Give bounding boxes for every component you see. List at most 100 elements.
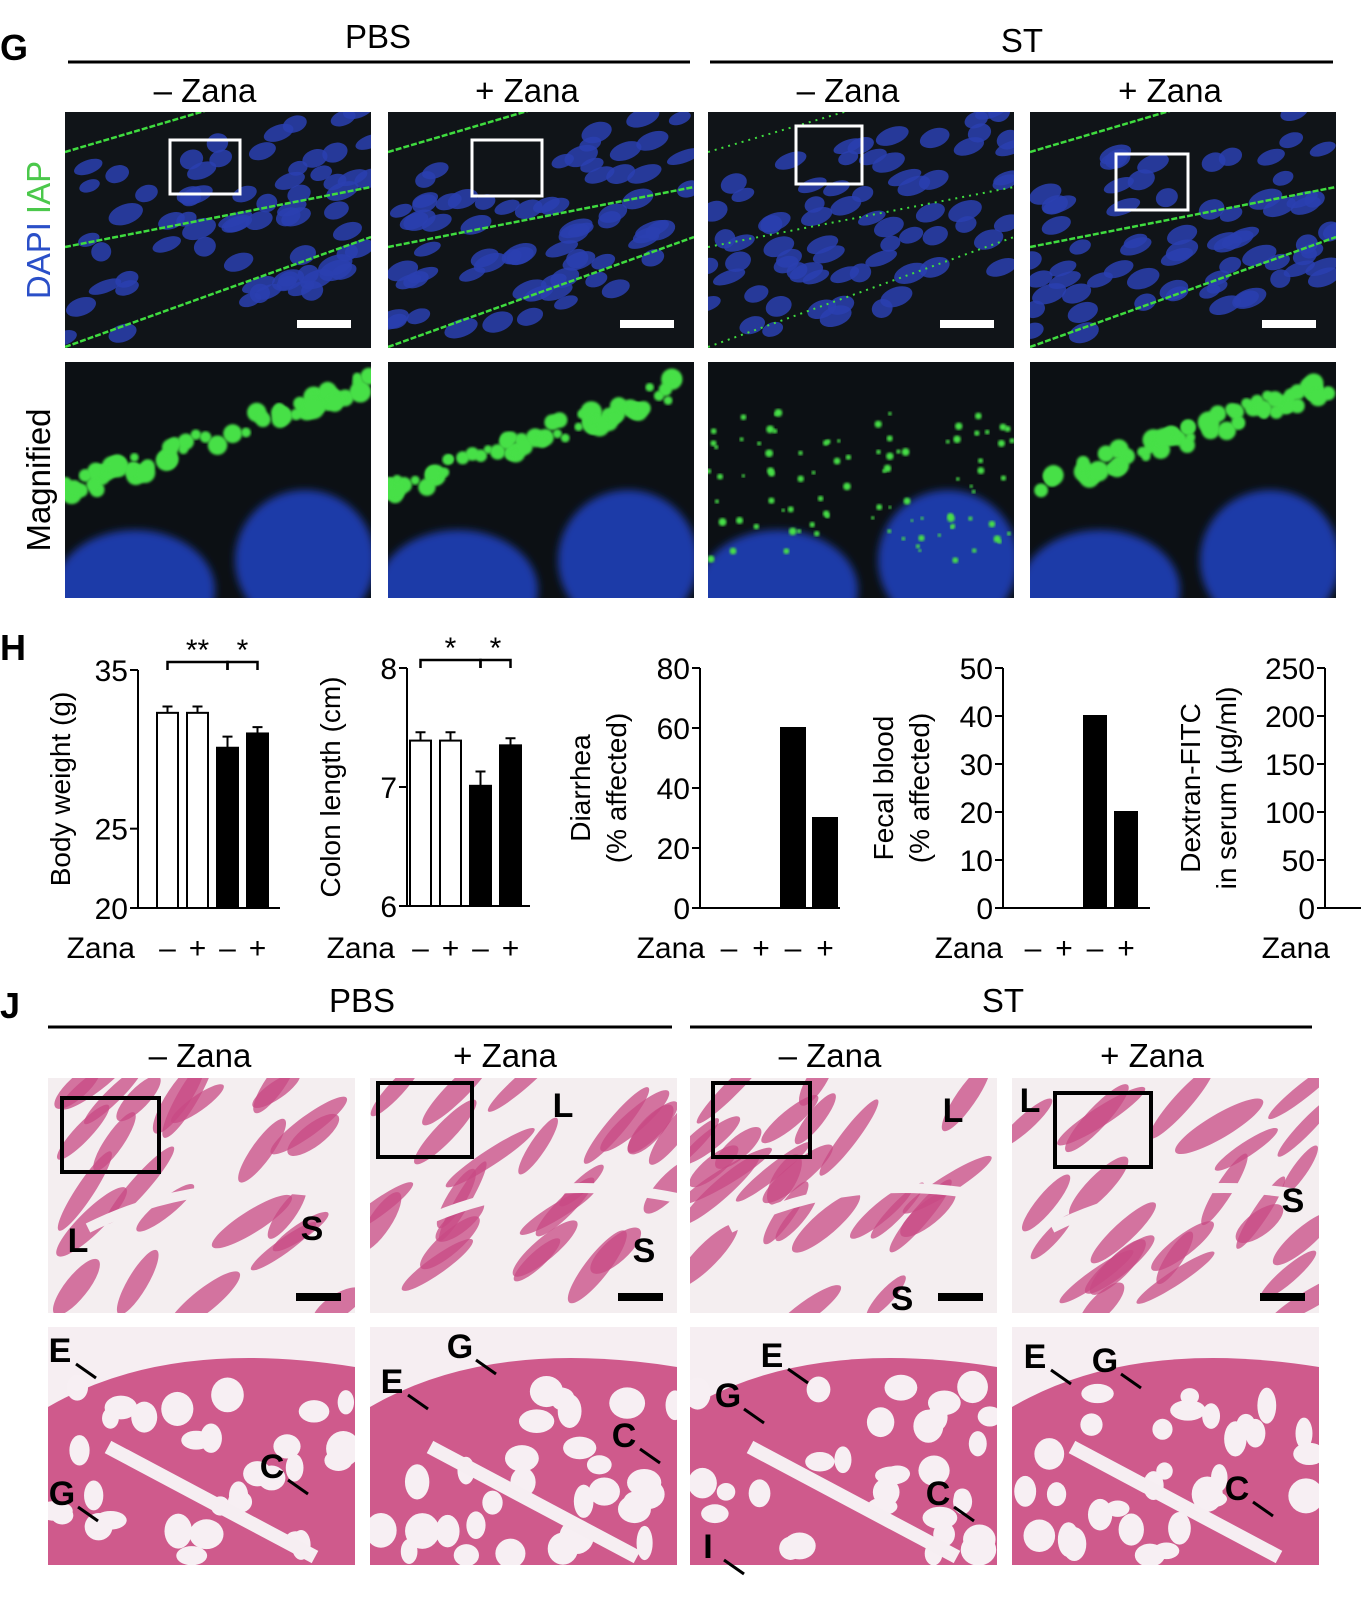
iap-granule <box>822 510 830 517</box>
goblet-cell <box>690 1467 717 1499</box>
error-bar <box>192 705 203 713</box>
iap-granule <box>255 411 271 428</box>
crypt <box>690 1118 720 1174</box>
iap-granule <box>1179 437 1196 453</box>
arrow <box>475 1358 497 1376</box>
nucleus <box>1048 271 1081 289</box>
iap-granule <box>544 414 561 431</box>
iap-granule <box>797 475 804 483</box>
cell-label: I <box>703 1528 712 1566</box>
y-tick-label: 80 <box>657 653 690 686</box>
iap-granule <box>303 397 325 420</box>
goblet-cell <box>563 1436 597 1460</box>
iap-granule <box>1088 460 1109 482</box>
nucleus <box>806 235 839 255</box>
membrane <box>388 112 529 154</box>
x-tick-label: + <box>189 932 207 965</box>
crypt-lumen <box>1068 1440 1283 1564</box>
crypt <box>690 1223 738 1288</box>
iap-granule <box>418 478 436 496</box>
iap-granule <box>710 428 717 435</box>
y-tick-label: 40 <box>657 773 690 806</box>
micrograph <box>370 1327 677 1565</box>
error-bar <box>505 737 516 746</box>
nucleus <box>967 123 992 143</box>
images <box>48 112 1336 1565</box>
bar <box>499 744 522 907</box>
significance-bracket <box>226 660 259 670</box>
iap-granule <box>978 458 984 464</box>
group-label: ST <box>1001 22 1043 59</box>
crypt <box>370 1192 402 1252</box>
crypt <box>512 1220 578 1277</box>
iap-granule <box>1076 455 1090 470</box>
iap-granule <box>768 470 775 477</box>
micrograph <box>48 1078 355 1313</box>
nucleus <box>135 184 158 203</box>
x-tick-label: + <box>1117 932 1135 965</box>
goblet-cell <box>1046 1482 1067 1507</box>
micrograph <box>708 362 1014 598</box>
nucleus <box>88 278 122 295</box>
iap-granule <box>349 381 371 403</box>
crypt <box>313 1287 355 1313</box>
goblet-cell <box>586 1455 612 1475</box>
iap-granule <box>974 430 980 436</box>
crypt <box>52 1258 100 1313</box>
nucleus <box>115 270 139 288</box>
significance-label: * <box>445 632 457 665</box>
nucleus <box>239 292 262 308</box>
nucleus <box>1120 237 1152 256</box>
crypt <box>1079 1282 1125 1313</box>
iap-granule <box>766 425 775 434</box>
goblet-cell <box>102 1407 119 1429</box>
goblet-cell <box>529 1375 564 1408</box>
membrane <box>1030 185 1336 249</box>
iap-granule <box>765 449 774 458</box>
goblet-cell <box>161 1391 194 1426</box>
nucleus <box>322 142 348 163</box>
crypt <box>1059 1250 1134 1304</box>
iap-granule <box>439 467 450 477</box>
nucleus <box>566 248 589 269</box>
nucleus <box>282 115 307 133</box>
iap-granule <box>1217 421 1236 441</box>
nucleus <box>789 262 824 283</box>
crypt <box>690 1147 772 1205</box>
crypt <box>519 1186 597 1235</box>
iap-granule <box>888 505 892 509</box>
iap-granule <box>516 438 533 456</box>
condition-label: – Zana <box>779 1037 882 1074</box>
nucleus <box>720 173 747 194</box>
y-tick-label: 60 <box>657 713 690 746</box>
iap-granule <box>388 480 396 490</box>
membrane <box>388 185 694 249</box>
crypt <box>1057 1086 1146 1146</box>
iap-granule <box>658 382 672 397</box>
nucleus <box>223 252 254 272</box>
nucleus <box>758 212 791 233</box>
nucleus <box>1030 251 1042 270</box>
micrograph <box>388 362 694 598</box>
nucleus <box>540 282 573 301</box>
iap-granule <box>718 518 727 527</box>
nucleus <box>739 316 766 335</box>
x-axis-label: Zana <box>1262 932 1331 965</box>
iap-granule <box>971 548 977 553</box>
goblet-cell <box>716 1482 736 1501</box>
iap-granule <box>241 427 251 438</box>
nucleus <box>302 148 328 168</box>
goblet-cell <box>885 1465 911 1483</box>
scale-bar <box>940 320 994 328</box>
crypt <box>1136 1251 1215 1304</box>
iap-granule <box>937 533 942 537</box>
iap-granule <box>817 495 824 502</box>
goblet-cell <box>968 1431 987 1457</box>
iap-granule <box>876 449 881 455</box>
nucleus <box>516 307 544 326</box>
goblet-cell <box>1034 1438 1065 1470</box>
nucleus <box>765 296 792 317</box>
nucleus <box>708 200 728 222</box>
cell-label: G <box>49 1475 75 1513</box>
nucleus <box>277 199 307 217</box>
